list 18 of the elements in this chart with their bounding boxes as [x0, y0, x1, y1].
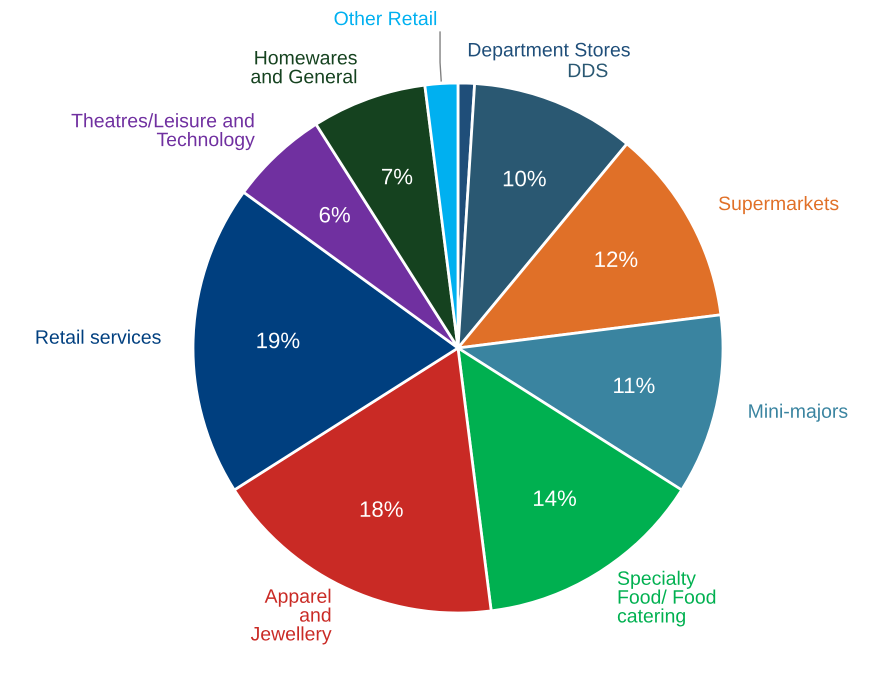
slice-label: Apparel and Jewellery: [250, 588, 332, 644]
slice-label: Retail services: [36, 330, 161, 344]
slice-label: Mini-majors: [749, 404, 848, 422]
data-label: 18%: [360, 501, 403, 518]
slice-label: DDS: [568, 63, 608, 78]
data-label: 14%: [534, 490, 576, 506]
data-label: 10%: [504, 170, 546, 186]
slice-label: Department Stores: [468, 42, 630, 60]
slice-label: Supermarkets: [718, 196, 838, 214]
slice-label: Other Retail: [334, 10, 436, 26]
slice-label: Theatres/Leisure and Technology: [72, 113, 255, 150]
data-label: 12%: [595, 251, 638, 268]
data-label: 19%: [257, 332, 300, 348]
slice-label: Specialty Food/ Food catering: [618, 570, 716, 626]
data-label: 7%: [382, 168, 412, 184]
slice-label: Homewares and General: [251, 50, 357, 84]
data-label: 6%: [320, 206, 350, 223]
data-label: 11%: [614, 378, 654, 394]
